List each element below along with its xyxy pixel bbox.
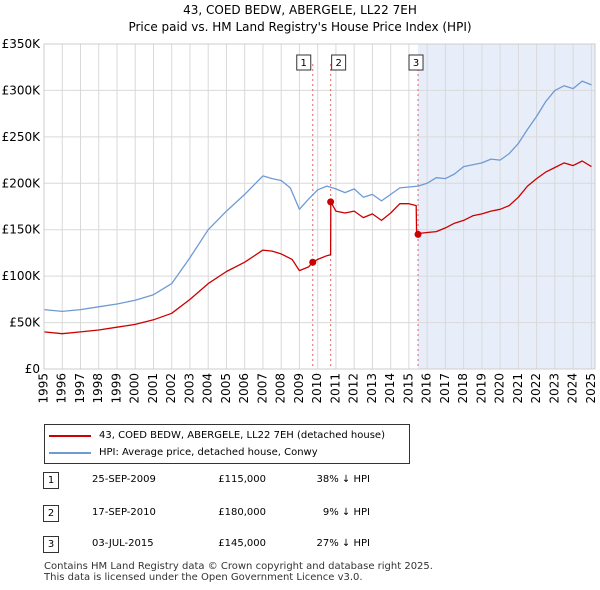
- sale-point: [414, 230, 422, 238]
- sale-point: [327, 198, 335, 206]
- x-tick-label: 2001: [146, 373, 160, 404]
- sale-number: 2: [43, 505, 59, 522]
- x-tick-label: 1998: [91, 373, 105, 404]
- x-tick-label: 2021: [511, 373, 525, 404]
- footer-licence: This data is licensed under the Open Gov…: [44, 572, 363, 583]
- chart-subtitle: Price paid vs. HM Land Registry's House …: [128, 20, 472, 34]
- sale-price: £180,000: [218, 507, 266, 518]
- hpi-line: [43, 80, 592, 313]
- sale-number: 1: [43, 472, 59, 489]
- sale-label-number: 1: [301, 58, 307, 69]
- x-tick-label: 2016: [420, 373, 434, 404]
- x-tick-label: 2007: [255, 373, 269, 404]
- chart-title: 43, COED BEDW, ABERGELE, LL22 7EH: [183, 3, 417, 17]
- sale-hpi-diff: 38% ↓ HPI: [316, 474, 370, 485]
- x-tick-label: 2017: [438, 373, 452, 404]
- sale-date: 17-SEP-2010: [92, 507, 156, 518]
- x-tick-label: 2024: [566, 373, 580, 404]
- sale-label-box: [331, 54, 347, 71]
- x-tick-label: 2020: [493, 373, 507, 404]
- sale-date: 25-SEP-2009: [92, 474, 156, 485]
- property-price-line: [43, 160, 592, 335]
- sale-point: [309, 258, 317, 266]
- x-tick-label: 1999: [109, 373, 123, 404]
- x-tick-label: 1996: [55, 373, 69, 404]
- x-tick-label: 2013: [365, 373, 379, 404]
- legend: 43, COED BEDW, ABERGELE, LL22 7EH (detac…: [44, 424, 410, 464]
- y-tick-label: £250K: [2, 130, 42, 144]
- y-tick-label: £350K: [2, 37, 42, 51]
- y-tick-label: £300K: [2, 83, 42, 97]
- y-tick-label: £100K: [2, 269, 42, 283]
- x-tick-label: 2003: [182, 373, 196, 404]
- x-tick-label: 2010: [310, 373, 324, 404]
- legend-label-property: 43, COED BEDW, ABERGELE, LL22 7EH (detac…: [99, 430, 385, 441]
- sale-label-number: 3: [413, 58, 419, 69]
- sale-price: £115,000: [218, 474, 266, 485]
- table-row: 3 03-JUL-2015 £145,000 27% ↓ HPI: [40, 536, 400, 554]
- x-tick-label: 2006: [237, 373, 251, 404]
- sale-label-box: [296, 54, 312, 71]
- footer-copyright: Contains HM Land Registry data © Crown c…: [44, 561, 433, 572]
- legend-label-hpi: HPI: Average price, detached house, Conw…: [99, 447, 318, 458]
- x-tick-label: 1995: [37, 373, 51, 404]
- x-tick-label: 2022: [529, 373, 543, 404]
- y-tick-label: £0: [25, 362, 40, 376]
- x-tick-label: 2019: [474, 373, 488, 404]
- legend-swatch-hpi: [49, 452, 91, 454]
- x-tick-label: 2008: [274, 373, 288, 404]
- table-row: 1 25-SEP-2009 £115,000 38% ↓ HPI: [40, 472, 400, 490]
- sale-number: 3: [43, 536, 59, 553]
- x-tick-label: 2000: [128, 373, 142, 404]
- x-tick-label: 2015: [401, 373, 415, 404]
- sale-date: 03-JUL-2015: [92, 538, 154, 549]
- x-tick-label: 1997: [73, 373, 87, 404]
- x-tick-label: 2012: [347, 373, 361, 404]
- x-tick-label: 2005: [219, 373, 233, 404]
- x-tick-label: 2018: [456, 373, 470, 404]
- x-tick-label: 2014: [383, 373, 397, 404]
- y-tick-label: £150K: [2, 223, 42, 237]
- sale-label-box: [408, 54, 424, 71]
- x-tick-label: 2009: [292, 373, 306, 404]
- y-tick-label: £200K: [2, 176, 42, 190]
- y-tick-label: £50K: [9, 316, 41, 330]
- legend-swatch-property: [49, 435, 91, 437]
- x-tick-label: 2025: [584, 373, 598, 404]
- x-tick-label: 2023: [547, 373, 561, 404]
- x-tick-label: 2002: [164, 373, 178, 404]
- x-tick-label: 2004: [201, 373, 215, 404]
- price-chart: £0 £50K £100K £150K £200K £250K £300K £350K 1995…: [2, 37, 598, 404]
- sale-hpi-diff: 9% ↓ HPI: [322, 507, 370, 518]
- x-tick-label: 2011: [328, 373, 342, 404]
- table-row: 2 17-SEP-2010 £180,000 9% ↓ HPI: [40, 505, 400, 523]
- sale-label-number: 2: [335, 58, 341, 69]
- sale-price: £145,000: [218, 538, 266, 549]
- sale-hpi-diff: 27% ↓ HPI: [316, 538, 370, 549]
- plot-border: [43, 43, 596, 370]
